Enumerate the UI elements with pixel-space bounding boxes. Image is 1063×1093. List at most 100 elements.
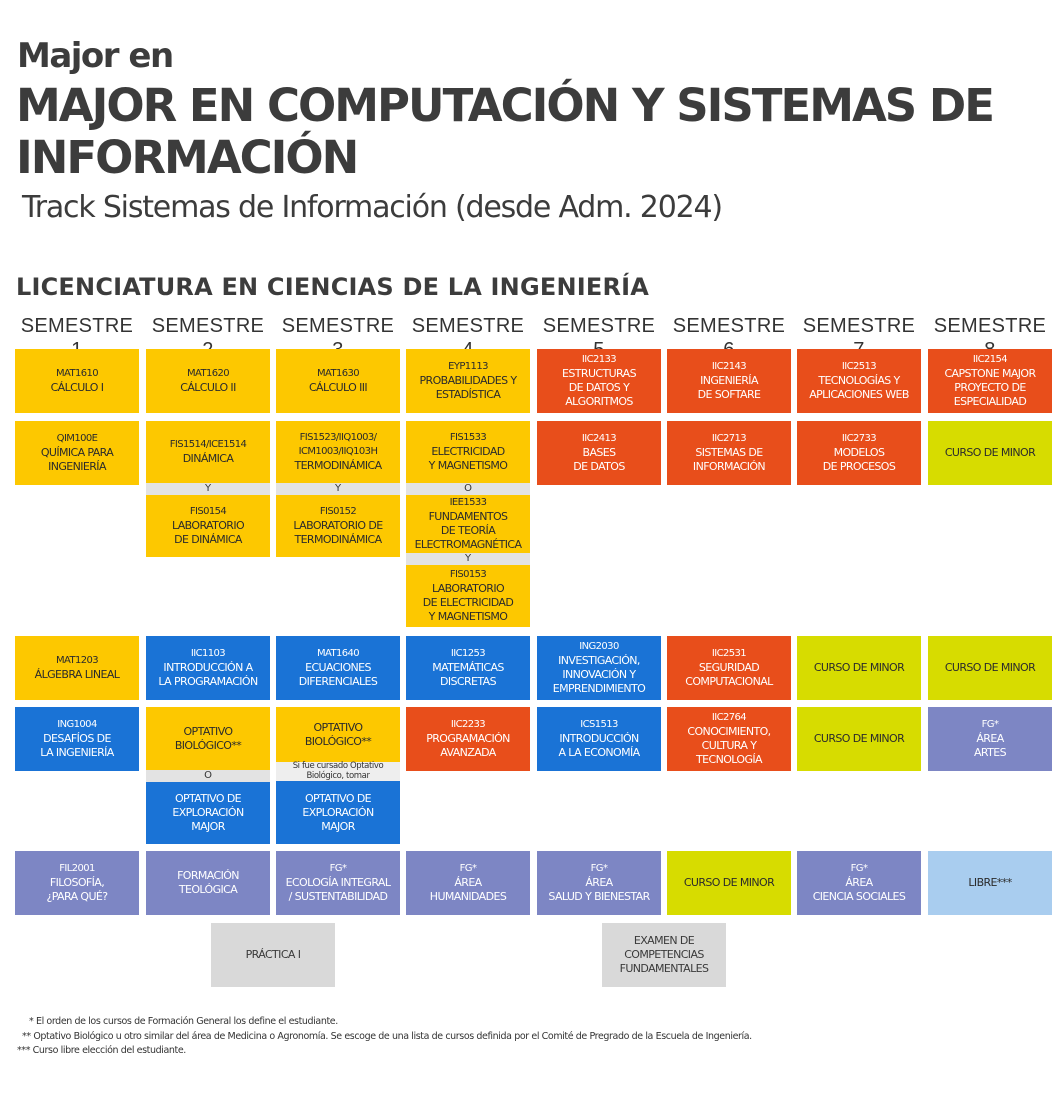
course-card[interactable]: FIS0152 LABORATORIO DE TERMODINÁMICA [276,495,400,557]
course-card[interactable]: IIC2133 ESTRUCTURAS DE DATOS Y ALGORITMOS [537,349,661,413]
course-name: EXAMEN DE COMPETENCIAS FUNDAMENTALES [619,934,709,975]
course-code: ING1004 [57,719,97,730]
connector-and: Y [146,483,270,495]
course-card[interactable]: ING2030 INVESTIGACIÓN, INNOVACIÓN Y EMPRE… [537,636,661,700]
course-card[interactable]: CURSO DE MINOR [667,851,791,915]
course-code: IEE1533 [449,497,487,508]
course-card[interactable]: IIC1253 MATEMÁTICAS DISCRETAS [406,636,530,700]
course-name: SISTEMAS DE INFORMACIÓN [692,446,766,473]
course-code: FIS1533 [449,432,487,443]
course-name: PRÁCTICA I [245,948,301,961]
course-name: ELECTRICIDAD Y MAGNETISMO [428,445,508,472]
exam-card[interactable]: EXAMEN DE COMPETENCIAS FUNDAMENTALES [602,923,726,987]
course-card[interactable]: IIC2143 INGENIERÍA DE SOFTARE [667,349,791,413]
course-card[interactable]: LIBRE*** [928,851,1052,915]
course-name: INVESTIGACIÓN, INNOVACIÓN Y EMPRENDIMIEN… [552,654,646,695]
course-card[interactable]: MAT1203 ÁLGEBRA LINEAL [15,636,139,700]
course-card[interactable]: QIM100E QUÍMICA PARA INGENIERÍA [15,421,139,485]
course-card[interactable]: IEE1533 FUNDAMENTOS DE TEORÍA ELECTROMAGN… [406,495,530,553]
course-code: FIS0153 [449,569,487,580]
course-code: IIC2413 [581,433,617,444]
course-card[interactable]: OPTATIVO DE EXPLORACIÓN MAJOR [146,782,270,844]
practica-card[interactable]: PRÁCTICA I [211,923,335,987]
course-card[interactable]: MAT1640 ECUACIONES DIFERENCIALES [276,636,400,700]
course-card[interactable]: OPTATIVO BIOLÓGICO** [146,707,270,770]
course-card[interactable]: FG* ÁREA ARTES [928,707,1052,771]
course-code: ING2030 [579,641,619,652]
course-code: FIS1514/ICE1514 [169,439,247,450]
course-name: OPTATIVO BIOLÓGICO** [174,724,242,752]
course-code: FIS0154 [189,506,227,517]
course-card[interactable]: IIC2233 PROGRAMACIÓN AVANZADA [406,707,530,771]
course-card[interactable]: FG* ÁREA HUMANIDADES [406,851,530,915]
course-card[interactable]: IIC1103 INTRODUCCIÓN A LA PROGRAMACIÓN [146,636,270,700]
course-card[interactable]: EYP1113 PROBABILIDADES Y ESTADÍSTICA [406,349,530,413]
course-card[interactable]: CURSO DE MINOR [928,421,1052,485]
course-card[interactable]: FORMACIÓN TEOLÓGICA [146,851,270,915]
course-card[interactable]: FG* ECOLOGÍA INTEGRAL / SUSTENTABILIDAD [276,851,400,915]
course-card[interactable]: IIC2764 CONOCIMIENTO, CULTURA Y TECNOLOGÍ… [667,707,791,771]
course-card[interactable]: MAT1630 CÁLCULO III [276,349,400,413]
course-card[interactable]: ICS1513 INTRODUCCIÓN A LA ECONOMÍA [537,707,661,771]
course-name: QUÍMICA PARA INGENIERÍA [40,446,114,473]
course-code: MAT1610 [55,368,99,379]
course-name: DESAFÍOS DE LA INGENIERÍA [40,732,114,759]
course-card[interactable]: FG* ÁREA SALUD Y BIENESTAR [537,851,661,915]
course-code: IIC2513 [841,361,877,372]
footnote: ** Optativo Biológico u otro similar del… [22,1031,752,1042]
course-card[interactable]: FIS1514/ICE1514 DINÁMICA [146,421,270,483]
course-name: ÁREA HUMANIDADES [429,876,507,903]
course-name: CÁLCULO I [50,381,104,394]
course-card[interactable]: IIC2513 TECNOLOGÍAS Y APLICACIONES WEB [797,349,921,413]
course-code: FIS1523/IIQ1003/ ICM1003/IIQ103H [298,432,378,457]
course-name: INTRODUCCIÓN A LA ECONOMÍA [558,732,640,759]
course-code: MAT1620 [186,368,230,379]
course-card[interactable]: IIC2413 BASES DE DATOS [537,421,661,485]
course-name: PROBABILIDADES Y ESTADÍSTICA [419,374,518,401]
course-card[interactable]: CURSO DE MINOR [797,636,921,700]
course-name: ECOLOGÍA INTEGRAL / SUSTENTABILIDAD [285,876,391,903]
prerequisite-note: Si fue cursado Optativo Biológico, tomar [276,761,400,781]
connector-and: Y [406,553,530,565]
course-code: IIC2713 [711,433,747,444]
course-card[interactable]: MAT1610 CÁLCULO I [15,349,139,413]
course-card[interactable]: OPTATIVO BIOLÓGICO** [276,707,400,762]
course-code: IIC2531 [711,648,747,659]
course-name: CURSO DE MINOR [944,446,1036,459]
course-name: INGENIERÍA DE SOFTARE [697,374,761,401]
course-name: TECNOLOGÍAS Y APLICACIONES WEB [809,374,909,401]
course-card[interactable]: FIL2001 FILOSOFÍA, ¿PARA QUÉ? [15,851,139,915]
course-card[interactable]: MAT1620 CÁLCULO II [146,349,270,413]
course-name: FUNDAMENTOS DE TEORÍA ELECTROMAGNÉTICA [414,510,522,551]
course-code: FG* [850,863,868,874]
course-card[interactable]: IIC2154 CAPSTONE MAJOR PROYECTO DE ESPECI… [928,349,1052,413]
course-code: QIM100E [56,433,98,444]
course-card[interactable]: CURSO DE MINOR [797,707,921,771]
course-card[interactable]: IIC2733 MODELOS DE PROCESOS [797,421,921,485]
track-subtitle: Track Sistemas de Información (desde Adm… [22,190,723,225]
course-name: ÁLGEBRA LINEAL [34,668,120,681]
course-card[interactable]: ING1004 DESAFÍOS DE LA INGENIERÍA [15,707,139,771]
course-card[interactable]: FIS1533 ELECTRICIDAD Y MAGNETISMO [406,421,530,483]
course-name: MODELOS DE PROCESOS [822,446,896,473]
course-name: LABORATORIO DE TERMODINÁMICA [293,519,383,546]
course-code: FG* [329,863,347,874]
course-code: IIC2733 [841,433,877,444]
course-name: CÁLCULO II [180,381,236,394]
course-card[interactable]: OPTATIVO DE EXPLORACIÓN MAJOR [276,781,400,844]
course-code: IIC2143 [711,361,747,372]
connector-and: Y [276,483,400,495]
course-card[interactable]: FIS0154 LABORATORIO DE DINÁMICA [146,495,270,557]
course-card[interactable]: FIS1523/IIQ1003/ ICM1003/IIQ103H TERMODIN… [276,421,400,483]
course-card[interactable]: FG* ÁREA CIENCIA SOCIALES [797,851,921,915]
course-card[interactable]: FIS0153 LABORATORIO DE ELECTRICIDAD Y MAG… [406,565,530,627]
course-card[interactable]: IIC2531 SEGURIDAD COMPUTACIONAL [667,636,791,700]
course-name: LABORATORIO DE DINÁMICA [171,519,245,546]
course-card[interactable]: IIC2713 SISTEMAS DE INFORMACIÓN [667,421,791,485]
course-code: FG* [459,863,477,874]
course-code: MAT1630 [316,368,360,379]
course-card[interactable]: CURSO DE MINOR [928,636,1052,700]
course-code: IIC2764 [711,712,747,723]
course-name: CAPSTONE MAJOR PROYECTO DE ESPECIALIDAD [944,367,1036,408]
course-code: ICS1513 [580,719,618,730]
